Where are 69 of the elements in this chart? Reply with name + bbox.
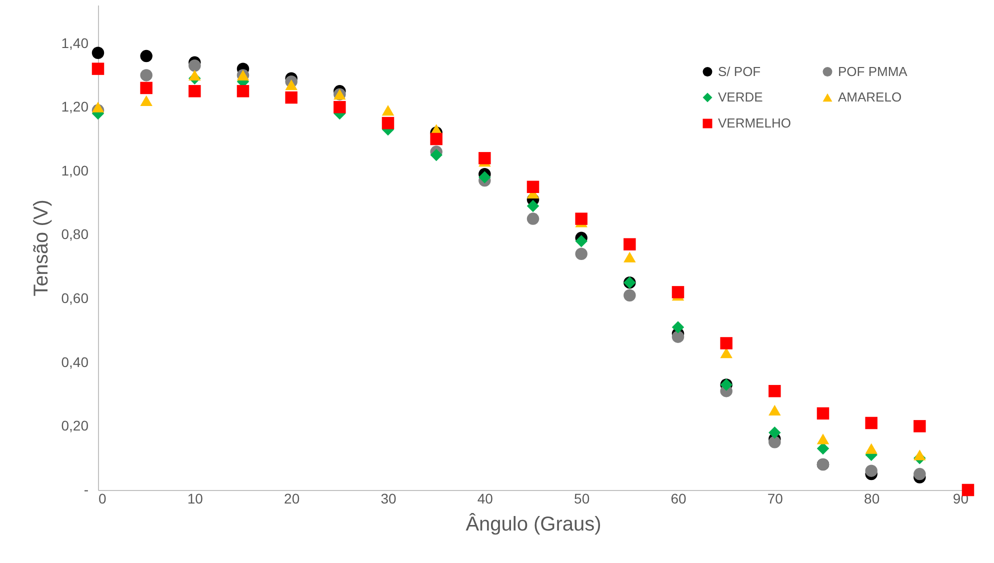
point	[526, 180, 540, 193]
y-tick-label: 1,00	[61, 162, 89, 178]
point	[816, 407, 830, 420]
point	[816, 434, 830, 444]
x-tick-label: 20	[284, 490, 300, 506]
y-tick-label: 0,60	[61, 290, 89, 306]
point	[575, 212, 588, 225]
x-tick-label: 60	[670, 490, 686, 506]
y-tick-label: 1,20	[61, 98, 89, 115]
point	[526, 200, 540, 212]
point	[914, 420, 926, 432]
point	[188, 60, 201, 72]
point	[624, 252, 636, 262]
y-tick-label: 0,40	[61, 354, 89, 370]
point	[334, 100, 346, 114]
point	[624, 238, 636, 250]
y-tick-label: 0,20	[61, 418, 89, 434]
y-tick-label: -	[84, 482, 89, 498]
point	[140, 69, 152, 82]
point	[768, 426, 781, 439]
legend-label: VERMELHO	[718, 116, 791, 130]
point	[914, 468, 926, 480]
legend-label: POF PMMA	[838, 64, 908, 79]
legend-label: S/ POF	[718, 64, 761, 79]
point	[768, 436, 781, 448]
point	[478, 171, 491, 184]
point	[140, 95, 152, 106]
point	[188, 70, 201, 80]
point	[382, 116, 394, 130]
point	[672, 321, 684, 334]
point	[865, 443, 878, 454]
point	[140, 50, 152, 62]
point	[430, 132, 442, 146]
y-tick-label: 1,40	[61, 34, 89, 51]
point	[865, 416, 878, 430]
point	[285, 91, 298, 104]
point	[914, 450, 926, 460]
point	[720, 337, 732, 350]
x-tick-label: 40	[477, 490, 494, 506]
point	[382, 104, 394, 116]
y-axis-title: Tensão (V)	[30, 200, 52, 296]
x-tick-label: 10	[187, 490, 204, 506]
point	[672, 286, 684, 298]
point	[768, 404, 781, 416]
point	[92, 62, 104, 75]
x-tick-label: 30	[380, 490, 396, 506]
point	[92, 102, 104, 112]
legend-label: VERDE	[718, 90, 764, 104]
point	[768, 384, 781, 398]
point	[865, 464, 878, 477]
point	[575, 234, 588, 248]
y-tick-label: 0,80	[61, 226, 89, 242]
x-tick-label: 50	[574, 490, 590, 506]
point	[285, 79, 298, 90]
point	[140, 82, 152, 94]
point	[92, 46, 104, 59]
point	[478, 152, 491, 164]
point	[526, 212, 540, 225]
point	[188, 85, 201, 98]
point	[430, 148, 442, 162]
x-axis-title: Ângulo (Graus)	[466, 512, 602, 536]
point	[624, 289, 636, 302]
x-tick-label: 80	[864, 490, 880, 506]
point	[575, 248, 588, 260]
x-tick-label: 0	[98, 490, 106, 506]
x-tick-label: 70	[767, 490, 784, 506]
point	[236, 85, 250, 98]
point	[672, 330, 684, 343]
legend-label: AMARELO	[838, 90, 902, 104]
